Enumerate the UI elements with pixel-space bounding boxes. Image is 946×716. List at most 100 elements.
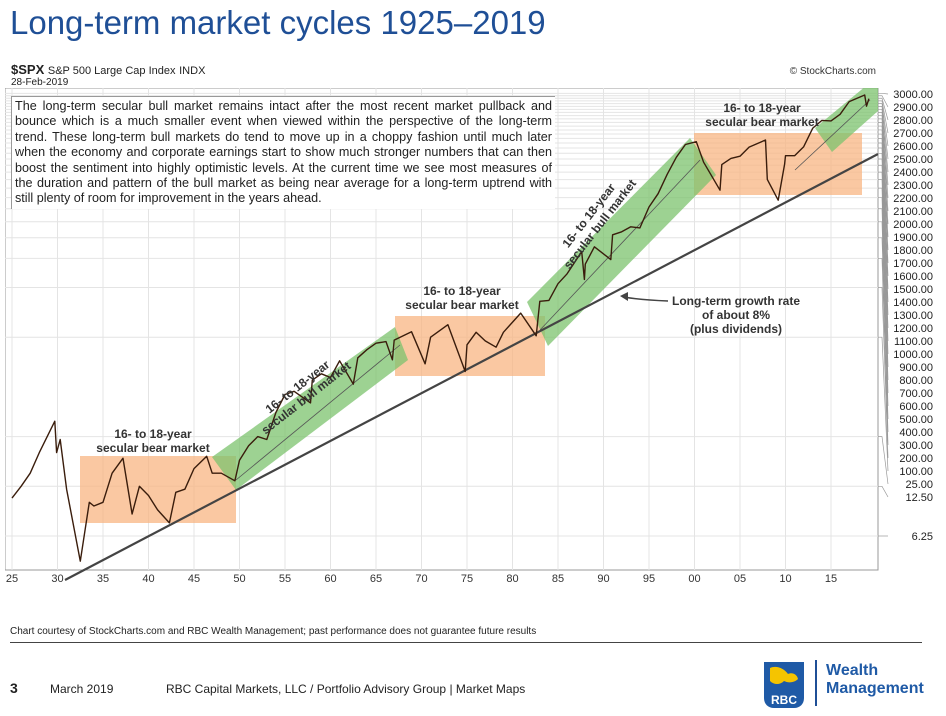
x-tick-label: 60: [324, 573, 336, 585]
x-tick-label: 10: [779, 573, 791, 585]
y-tick-label: 1900.00: [893, 232, 933, 244]
channel-line: [235, 344, 401, 481]
y-tick-label: 300.00: [899, 440, 933, 452]
y-tick-leader: [878, 164, 889, 342]
y-tick-label: 200.00: [899, 453, 933, 465]
y-tick-leader: [878, 106, 889, 160]
bear-market-label-1-line: secular bear market: [96, 441, 209, 455]
secular-bear-box: [395, 316, 545, 376]
y-tick-label: 3000.00: [893, 89, 933, 101]
y-tick-leader: [878, 142, 889, 290]
y-tick-label: 1200.00: [893, 323, 933, 335]
page-title: Long-term market cycles 1925–2019: [10, 4, 546, 41]
x-tick-label: 00: [688, 573, 700, 585]
bear-market-label-2: 16- to 18-year secular bear market: [405, 284, 518, 312]
index-name: S&P 500 Large Cap Index: [47, 65, 176, 77]
y-tick-label: 2800.00: [893, 115, 933, 127]
footnote: Chart courtesy of StockCharts.com and RB…: [10, 626, 537, 637]
y-tick-leader: [878, 103, 889, 147]
y-tick-leader: [878, 108, 889, 173]
y-tick-label: 700.00: [899, 388, 933, 400]
rbc-logo: RBC: [764, 662, 804, 708]
y-tick-label: 6.25: [912, 531, 933, 543]
x-tick-label: 45: [188, 573, 200, 585]
y-tick-leader: [878, 122, 889, 225]
y-tick-label: 1100.00: [894, 336, 933, 348]
brand-line-1: Wealth: [826, 662, 879, 679]
y-tick-leader: [878, 118, 889, 212]
y-tick-label: 2900.00: [893, 102, 933, 114]
y-tick-leader: [878, 112, 889, 186]
x-tick-label: 15: [825, 573, 837, 585]
y-tick-label: 400.00: [899, 427, 933, 439]
x-tick-label: 55: [279, 573, 291, 585]
chart-date: 28-Feb-2019: [11, 77, 69, 88]
y-tick-label: 2400.00: [893, 167, 933, 179]
ticker-header: $SPX S&P 500 Large Cap Index INDX: [11, 62, 205, 77]
logo-divider: [815, 660, 817, 706]
y-tick-label: 1300.00: [893, 310, 933, 322]
growth-rate-label-line: (plus dividends): [690, 322, 782, 336]
page-number: 3: [10, 680, 18, 696]
y-tick-label: 2200.00: [893, 193, 933, 205]
y-tick-leader: [878, 92, 889, 95]
secular-bull-band: [815, 88, 878, 152]
y-tick-label: 2700.00: [893, 128, 933, 140]
x-tick-label: 85: [552, 573, 564, 585]
x-tick-label: 75: [461, 573, 473, 585]
x-tick-label: 90: [597, 573, 609, 585]
y-tick-label: 900.00: [899, 362, 933, 374]
bear-market-label-2-line: 16- to 18-year: [423, 284, 501, 298]
y-tick-label: 25.00: [905, 479, 933, 491]
y-tick-label: 1800.00: [893, 245, 933, 257]
y-tick-label: 1600.00: [893, 271, 933, 283]
y-tick-leader: [878, 129, 889, 251]
divider: [10, 642, 922, 643]
x-tick-label: 35: [97, 573, 109, 585]
trend-line: [64, 153, 879, 581]
y-tick-leader: [878, 147, 889, 303]
x-tick-label: 70: [415, 573, 427, 585]
y-tick-leader: [878, 125, 889, 238]
y-tick-label: 1400.00: [893, 297, 933, 309]
y-tick-leader: [878, 221, 889, 420]
y-tick-label: 2100.00: [893, 206, 933, 218]
x-tick-label: 80: [506, 573, 518, 585]
exchange: INDX: [179, 65, 206, 77]
y-tick-leader: [878, 138, 889, 277]
y-tick-label: 2600.00: [893, 141, 933, 153]
bear-market-label-1-line: 16- to 18-year: [114, 427, 192, 441]
y-tick-leader: [878, 158, 889, 329]
y-tick-leader: [878, 152, 889, 316]
x-tick-label: 25: [6, 573, 18, 585]
secular-bull-band: [212, 327, 408, 490]
stockcharts-credit: © StockCharts.com: [789, 66, 876, 77]
y-tick-label: 2500.00: [893, 154, 933, 166]
x-tick-label: 40: [142, 573, 154, 585]
y-tick-leader: [878, 171, 889, 355]
y-tick-label: 1500.00: [893, 284, 933, 296]
growth-rate-label-line: Long-term growth rate: [672, 294, 800, 308]
y-tick-leader: [878, 208, 889, 407]
y-tick-label: 500.00: [899, 414, 933, 426]
y-tick-leader: [878, 287, 889, 459]
y-tick-label: 800.00: [899, 375, 933, 387]
y-tick-leader: [878, 115, 889, 199]
bear-market-label-3-line: secular bear market: [705, 115, 818, 129]
sp500-price-line: [11, 94, 870, 562]
y-tick-label: 1000.00: [893, 349, 933, 361]
y-tick-leader: [878, 179, 889, 368]
y-tick-label: 12.50: [905, 492, 933, 504]
x-tick-label: 05: [734, 573, 746, 585]
y-tick-label: 600.00: [899, 401, 933, 413]
y-tick-leader: [878, 485, 889, 498]
y-tick-leader: [878, 197, 889, 394]
y-tick-label: 1700.00: [893, 258, 933, 270]
brand-name: Wealth Management: [826, 662, 924, 698]
y-tick-label: 2000.00: [893, 219, 933, 231]
y-tick-leader: [878, 95, 889, 108]
y-tick-leader: [878, 436, 889, 485]
y-tick-label: 2300.00: [893, 180, 933, 192]
footer-date: March 2019: [50, 682, 114, 696]
description-text: The long-term secular bull market remain…: [11, 96, 555, 209]
